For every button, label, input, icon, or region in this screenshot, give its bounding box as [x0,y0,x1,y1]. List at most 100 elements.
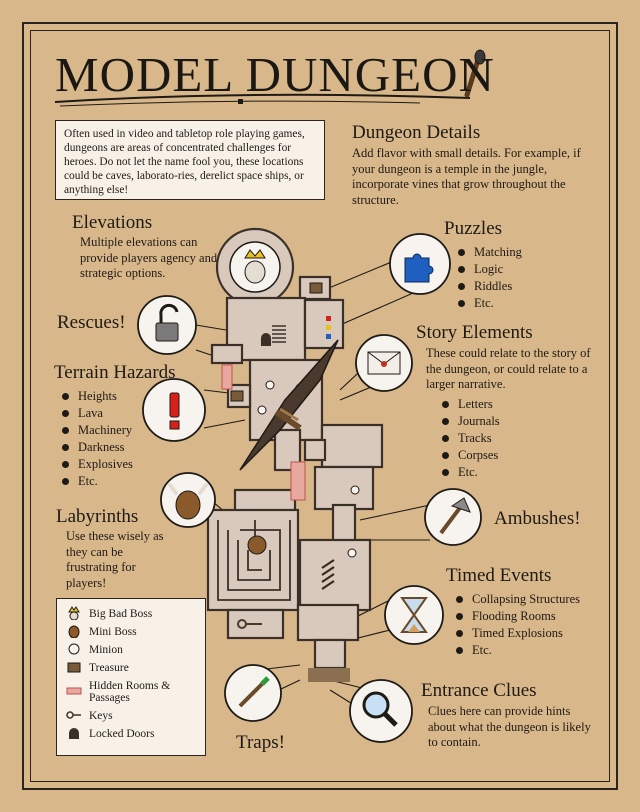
terrain-hazards-item: Darkness [62,439,204,456]
key-marker [237,619,262,629]
trap-dart-circle [224,664,282,722]
trap-spikes [321,559,335,590]
puzzles-item: Etc. [458,295,584,312]
story-elements-item: Tracks [442,430,596,447]
page-title: MODEL DUNGEON [55,47,495,102]
dungeon-details-heading: Dungeon Details [352,122,481,143]
rescues-heading: Rescues! [57,312,126,333]
rescue-lock-circle [137,295,197,355]
entrance-clues-heading: Entrance Clues [421,680,537,701]
story-elements-text: These could relate to the story of the d… [426,346,591,391]
letter-circle [355,334,413,392]
labyrinths-heading: Labyrinths [56,506,139,527]
story-elements-heading: Story Elements [416,322,533,343]
legend-row: Treasure [65,659,197,677]
mini-boss-icon [65,624,83,640]
puzzles-section: Puzzles Matching Logic Riddles Etc. [444,218,584,312]
mini-boss-circle [160,472,216,528]
labyrinths-section: Labyrinths Use these wisely as they can … [56,506,176,591]
key-icon [65,710,83,722]
hidden-room-icon [65,686,83,698]
east-corridor [303,438,327,462]
puzzles-item: Riddles [458,278,584,295]
elevations-section: Elevations Multiple elevations can provi… [72,212,222,282]
story-elements-item: Journals [442,413,596,430]
locked-door-icon [65,726,83,742]
entrance-hall [313,638,347,670]
puzzle-tile-blue [326,334,331,339]
locked-door-marker [261,333,271,346]
west-nook [210,343,244,365]
ambushes-heading: Ambushes! [494,508,581,529]
timed-events-item: Timed Explosions [456,625,606,642]
torch-icon [464,49,486,98]
terrain-hazards-section: Terrain Hazards Heights Lava Machinery D… [54,362,204,490]
terrain-hazards-item: Explosives [62,456,204,473]
hidden-passage [290,461,306,501]
legend-row: Minion [65,641,197,659]
timed-events-heading: Timed Events [446,565,552,586]
outer-border [22,22,618,790]
labyrinths-text: Use these wisely as they can be frustrat… [66,529,164,590]
terrain-hazards-heading: Terrain Hazards [54,362,176,383]
east-annex [303,298,345,350]
terrain-hazards-item: Heights [62,388,204,405]
ambush-axe-circle [424,488,482,546]
minion-icon [65,642,83,658]
timed-events-section: Timed Events Collapsing Structures Flood… [446,565,606,659]
dungeon-rooms [206,227,384,670]
terrain-hazards-item: Etc. [62,473,204,490]
entrance-clues-text: Clues here can provide hints about what … [428,704,591,749]
treasure-chest [309,282,323,294]
inner-border [30,30,610,782]
entrance-clues-section: Entrance Clues Clues here can provide hi… [421,680,601,751]
story-elements-section: Story Elements These could relate to the… [416,322,596,481]
intro-box: Often used in video and tabletop role pl… [55,120,325,200]
east-hall [320,423,384,469]
timed-events-item: Collapsing Structures [456,591,606,608]
dungeon-details-text: Add flavor with small details. For examp… [352,146,581,207]
map-legend: Big Bad Boss Mini Boss Minion Treasure H… [56,598,206,756]
minion-room [313,465,375,511]
hazard-circle [142,378,206,442]
lower-hall [296,603,360,642]
legend-row: Hidden Rooms & Passages [65,677,197,707]
hidden-passage-west [221,364,233,390]
timed-events-item: Flooding Rooms [456,608,606,625]
puzzles-item: Logic [458,261,584,278]
elevations-text: Multiple elevations can provide players … [80,235,218,280]
legend-row: Big Bad Boss [65,605,197,623]
story-elements-item: Corpses [442,447,596,464]
timed-events-item: Etc. [456,642,606,659]
boss-room-emblem [229,241,281,293]
puzzles-item: Matching [458,244,584,261]
legend-row: Locked Doors [65,725,197,743]
legend-row: Mini Boss [65,623,197,641]
treasure-chest-2 [230,390,244,402]
puzzle-tile-yellow [326,325,331,330]
puzzle-tile-red [326,316,331,321]
labyrinth-mini-boss [247,535,267,555]
legend-row: Keys [65,707,197,725]
terrain-hazards-item: Machinery [62,422,204,439]
hourglass-circle [384,585,444,645]
big-bad-boss-icon [65,606,83,622]
stairs [272,325,286,343]
story-elements-item: Etc. [442,464,596,481]
story-elements-item: Letters [442,396,596,413]
puzzles-heading: Puzzles [444,218,503,239]
magnifier-circle [349,679,413,743]
labyrinth-block [206,508,300,612]
rope-bridge [274,407,302,431]
puzzle-circle [389,233,451,295]
trap-room [298,538,372,612]
dungeon-details-section: Dungeon Details Add flavor with small de… [352,122,602,208]
terrain-hazards-item: Lava [62,405,204,422]
elevations-heading: Elevations [72,212,153,233]
title-underline-flourish [54,93,471,107]
traps-heading: Traps! [236,732,285,753]
entrance-step [308,668,350,682]
treasure-icon [65,660,83,676]
